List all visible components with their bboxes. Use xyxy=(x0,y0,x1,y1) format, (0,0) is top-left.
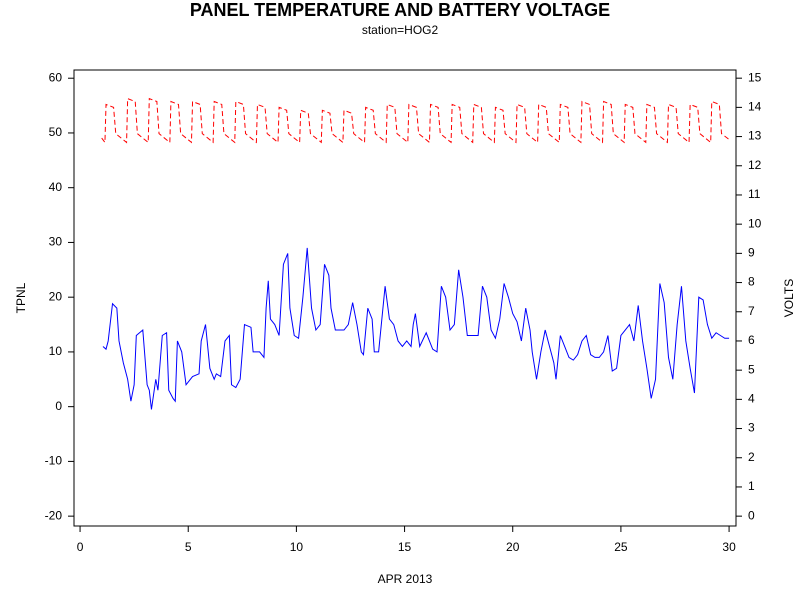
data-line xyxy=(102,247,730,410)
x-tick-label: 20 xyxy=(506,540,520,554)
y-tick-label: 30 xyxy=(49,235,63,249)
y2-tick-label: 4 xyxy=(748,392,755,406)
y2-tick-label: 12 xyxy=(748,158,762,172)
y2-tick-label: 11 xyxy=(748,187,761,201)
y2-tick-label: 7 xyxy=(748,304,755,318)
x-tick-label: 10 xyxy=(290,540,304,554)
y2-tick-label: 13 xyxy=(748,129,762,143)
x-tick-label: 15 xyxy=(398,540,412,554)
y2-tick-label: 2 xyxy=(748,450,755,464)
y-tick-label: 60 xyxy=(49,70,63,84)
y2-tick-label: 3 xyxy=(748,421,755,435)
y-tick-label: -20 xyxy=(45,508,63,522)
y2-tick-label: 9 xyxy=(748,246,755,260)
data-line xyxy=(101,97,730,144)
y-tick-label: 0 xyxy=(55,399,62,413)
x-tick-label: 5 xyxy=(185,540,192,554)
y2-tick-label: 6 xyxy=(748,333,755,347)
x-axis-label: APR 2013 xyxy=(378,572,433,586)
y2-tick-label: 15 xyxy=(748,70,762,84)
y2-axis-label: VOLTS xyxy=(782,279,796,317)
chart-title: PANEL TEMPERATURE AND BATTERY VOLTAGE xyxy=(190,0,610,20)
y-tick-label: 20 xyxy=(49,289,63,303)
y2-tick-label: 10 xyxy=(748,216,762,230)
y-tick-label: -10 xyxy=(45,454,63,468)
y2-tick-label: 0 xyxy=(748,508,755,522)
y2-tick-label: 14 xyxy=(748,100,762,114)
chart-subtitle: station=HOG2 xyxy=(362,23,439,37)
x-tick-label: 0 xyxy=(77,540,84,554)
x-tick-label: 25 xyxy=(614,540,628,554)
y-tick-label: 40 xyxy=(49,180,63,194)
y2-tick-label: 8 xyxy=(748,275,755,289)
x-tick-label: 30 xyxy=(722,540,736,554)
y2-tick-label: 5 xyxy=(748,362,755,376)
y-tick-label: 10 xyxy=(49,344,63,358)
y-tick-label: 50 xyxy=(49,125,63,139)
y2-tick-label: 1 xyxy=(748,479,755,493)
y-axis-label: TPNL xyxy=(14,282,28,313)
